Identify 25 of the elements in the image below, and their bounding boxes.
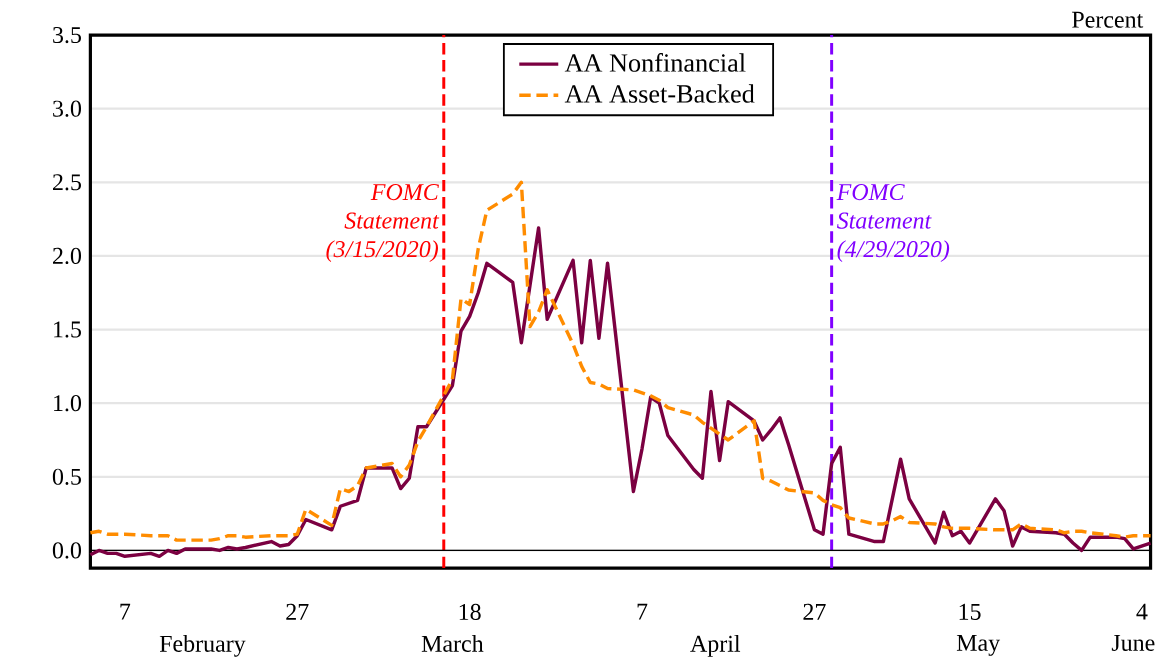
- legend-label: AA Asset-Backed: [564, 84, 755, 103]
- x-tick-label: 7: [637, 603, 648, 620]
- legend-label: AA Nonfinancial: [564, 53, 746, 72]
- y-tick-label: 3.5: [53, 27, 81, 44]
- text: April: [690, 635, 741, 657]
- y-tick-label: 3.0: [53, 100, 82, 117]
- text: June: [1111, 635, 1155, 652]
- y-tick-label: 2.0: [53, 247, 82, 265]
- y-tick-label: 1.0: [54, 395, 82, 412]
- text: March: [421, 635, 484, 652]
- ref-line-label: FOMC Statement (4/29/2020): [836, 184, 950, 263]
- y-tick-label: 0.5: [52, 468, 81, 486]
- x-tick-label: 27: [286, 603, 309, 620]
- y-tick-label: 0.0: [52, 542, 82, 559]
- y-tick-label: 1.5: [54, 321, 81, 338]
- y-axis-title: Percent: [1072, 11, 1144, 28]
- x-tick-label: 7: [120, 603, 131, 620]
- x-tick-label: 18: [459, 603, 481, 621]
- x-tick-label: 15: [959, 603, 981, 620]
- x-tick-label: 4: [1136, 603, 1148, 620]
- x-tick-label: 27: [803, 603, 826, 620]
- text: February: [159, 635, 246, 657]
- text: May: [956, 635, 1001, 656]
- ref-line-label: FOMC Statement (3/15/2020): [326, 184, 440, 263]
- y-tick-label: 2.5: [53, 174, 81, 191]
